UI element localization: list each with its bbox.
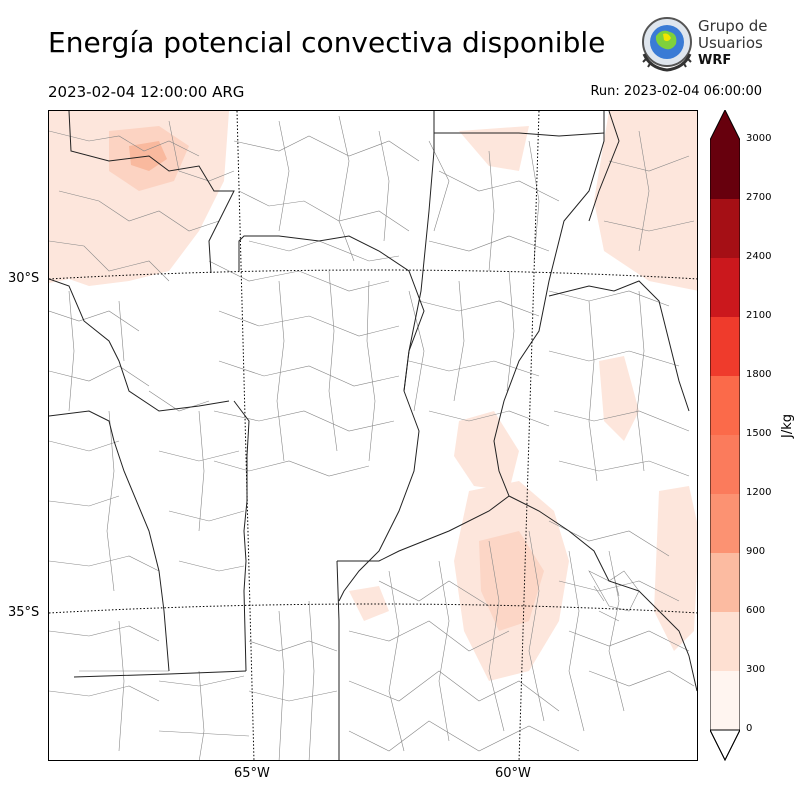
boundary-buenos-aires-north	[337, 495, 510, 562]
boundary-west-catamarca	[68, 111, 235, 274]
boundary-entrerios	[493, 111, 605, 497]
wrf-globe-icon	[642, 17, 692, 72]
cape-area-north-center	[459, 126, 529, 171]
colorbar-tick-label: 1200	[746, 487, 772, 498]
logo-text-wrf: WRF	[698, 53, 732, 68]
colorbar-tick-label: 2700	[746, 192, 772, 203]
map-svg	[49, 111, 697, 760]
boundary-lapampa-east	[336, 560, 340, 760]
colorbar-bin	[710, 258, 740, 317]
cape-area-southwest-patch	[349, 586, 389, 621]
colorbar-tick-label: 600	[746, 605, 766, 616]
boundary-uruguay-river	[548, 280, 690, 412]
boundary-santafe-west	[403, 111, 435, 392]
colorbar-bin	[710, 671, 740, 730]
map-title: Energía potencial convectiva disponible	[48, 26, 606, 59]
boundary-cordoba-west	[238, 235, 425, 602]
lon-label-60w: 60°W	[495, 766, 531, 781]
colorbar-extend-bottom	[710, 729, 740, 762]
logo-text-line2: Usuarios	[698, 34, 763, 52]
meridian-60w	[518, 111, 540, 760]
logo-text-line1: Grupo de	[698, 17, 768, 35]
colorbar-tick-label: 900	[746, 546, 766, 557]
cape-area-east-coast	[654, 486, 697, 651]
cape-area-south-core	[479, 531, 544, 631]
wrf-group-logo: Grupo de Usuarios WRF	[638, 14, 768, 74]
colorbar-bin	[710, 435, 740, 494]
department-boundaries	[49, 115, 695, 760]
graticule	[49, 111, 697, 760]
province-boundaries	[49, 111, 697, 760]
meridian-65w	[236, 111, 255, 760]
boundary-santafe-north	[434, 132, 605, 137]
cape-area-northeast	[594, 111, 697, 291]
colorbar-tick-label: 2400	[746, 251, 772, 262]
parallel-30s	[49, 269, 697, 280]
parallel-35s	[49, 603, 697, 614]
colorbar	[710, 110, 740, 762]
colorbar-outline	[710, 110, 740, 762]
colorbar-unit-label: J/kg	[780, 414, 795, 438]
colorbar-bin	[710, 494, 740, 553]
lon-label-65w: 65°W	[234, 766, 270, 781]
lat-label-35s: 35°S	[8, 605, 40, 620]
run-time: Run: 2023-02-04 06:00:00	[590, 84, 762, 99]
colorbar-tick-label: 2100	[746, 310, 772, 321]
cape-area-center	[454, 411, 519, 491]
valid-time: 2023-02-04 12:00:00 ARG	[48, 83, 245, 101]
colorbar-bin	[710, 140, 740, 199]
colorbar-tick-label: 0	[746, 723, 753, 734]
boundary-mendoza-west	[49, 410, 170, 672]
boundary-lapampa-north	[73, 670, 247, 678]
colorbar-extend-top	[710, 110, 740, 140]
colorbar-tick-label: 300	[746, 664, 766, 675]
colorbar-bin	[710, 317, 740, 376]
cape-shading	[49, 111, 697, 681]
colorbar-bin	[710, 553, 740, 612]
boundary-coast-riodelaplata	[508, 495, 697, 692]
lat-label-30s: 30°S	[8, 271, 40, 286]
boundary-larioja-sanjuan	[49, 278, 230, 412]
cape-area-east	[599, 356, 639, 441]
colorbar-tick-label: 1500	[746, 428, 772, 439]
colorbar-tick-label: 3000	[746, 133, 772, 144]
colorbar-tick-label: 1800	[746, 369, 772, 380]
colorbar-bin	[710, 612, 740, 671]
colorbar-bin	[710, 199, 740, 258]
boundary-sanluis-mendoza	[233, 400, 250, 672]
colorbar-bin	[710, 376, 740, 435]
map-panel	[48, 110, 698, 761]
boundary-corrientes	[588, 111, 620, 222]
